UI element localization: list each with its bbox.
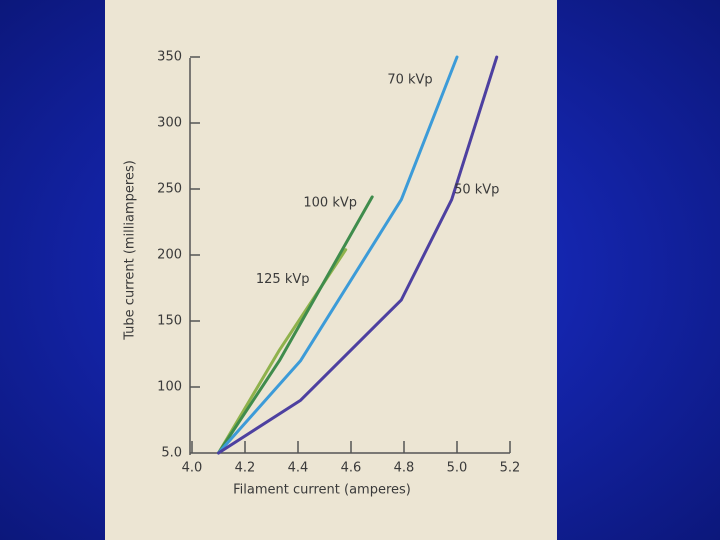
y-tick-label: 5.0: [161, 446, 182, 461]
x-tick-label: 4.0: [182, 461, 203, 476]
y-tick-label: 100: [157, 380, 182, 395]
x-axis-title: Filament current (amperes): [233, 483, 411, 498]
curve-label: 100 kVp: [303, 195, 357, 210]
x-tick-label: 4.6: [341, 461, 362, 476]
curve-label: 70 kVp: [387, 73, 432, 88]
x-tick-label: 4.8: [394, 461, 415, 476]
x-tick-label: 5.2: [500, 461, 521, 476]
curve: [217, 195, 374, 455]
x-tick-label: 5.0: [447, 461, 468, 476]
curve: [217, 55, 499, 455]
x-tick-label: 4.2: [235, 461, 256, 476]
y-tick-label: 150: [157, 314, 182, 329]
curve-label: 125 kVp: [256, 272, 310, 287]
curve-label: 50 kVp: [454, 183, 499, 198]
curve: [217, 55, 459, 455]
y-axis-title: Tube current (milliamperes): [123, 160, 138, 341]
x-tick-label: 4.4: [288, 461, 309, 476]
y-tick-label: 300: [157, 116, 182, 131]
y-tick-label: 200: [157, 248, 182, 263]
y-tick-label: 250: [157, 182, 182, 197]
y-tick-label: 350: [157, 50, 182, 65]
